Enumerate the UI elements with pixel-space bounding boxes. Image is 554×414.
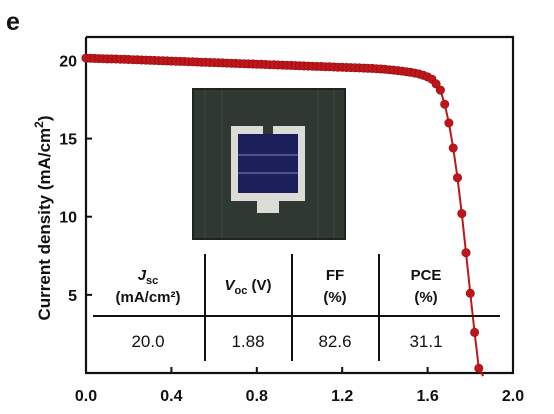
data-point: [461, 248, 471, 258]
y-tick-label: 5: [68, 288, 77, 305]
header-pce: PCE: [411, 267, 442, 284]
value-voc: 1.88: [231, 332, 264, 351]
value-jsc: 20.0: [131, 332, 164, 351]
x-tick-label: 0.0: [75, 388, 97, 405]
x-tick-label: 1.2: [331, 388, 353, 405]
data-point: [457, 209, 467, 219]
data-point: [448, 143, 458, 153]
active-area: [238, 134, 298, 193]
header-jsc-unit: (mA/cm²): [115, 289, 180, 306]
value-pce: 31.1: [409, 332, 442, 351]
y-axis-title: Current density (mA/cm2): [32, 115, 54, 320]
parameter-table: Jsc (mA/cm²) Voc (V) FF (%) PCE (%) 20.0…: [93, 254, 500, 361]
y-tick-label: 20: [59, 53, 77, 70]
data-point: [440, 99, 450, 109]
x-tick-label: 2.0: [502, 388, 524, 405]
jv-curve-markers: [81, 53, 484, 373]
header-pce-unit: (%): [414, 289, 437, 306]
data-point: [465, 288, 475, 298]
electrode-tab: [257, 200, 279, 213]
panel-label: e: [6, 8, 20, 36]
data-point: [435, 85, 445, 95]
y-ticks: 5 10 15 20: [59, 53, 92, 305]
data-point: [474, 363, 484, 373]
header-jsc: Jsc: [138, 267, 159, 287]
x-tick-label: 0.4: [160, 388, 182, 405]
value-ff: 82.6: [318, 332, 351, 351]
data-point: [452, 173, 462, 183]
data-point: [431, 79, 441, 89]
device-photo: [192, 88, 346, 240]
header-ff: FF: [326, 267, 344, 284]
x-tick-label: 1.6: [416, 388, 438, 405]
data-point: [470, 327, 480, 337]
x-ticks: 0.0 0.4 0.8 1.2 1.6 2.0: [75, 367, 524, 405]
y-tick-label: 15: [59, 132, 77, 149]
plot-axes: [84, 35, 515, 375]
header-voc: Voc (V): [224, 277, 271, 297]
header-ff-unit: (%): [323, 289, 346, 306]
x-tick-label: 0.8: [246, 388, 268, 405]
y-tick-label: 10: [59, 210, 77, 227]
data-point: [444, 118, 454, 128]
